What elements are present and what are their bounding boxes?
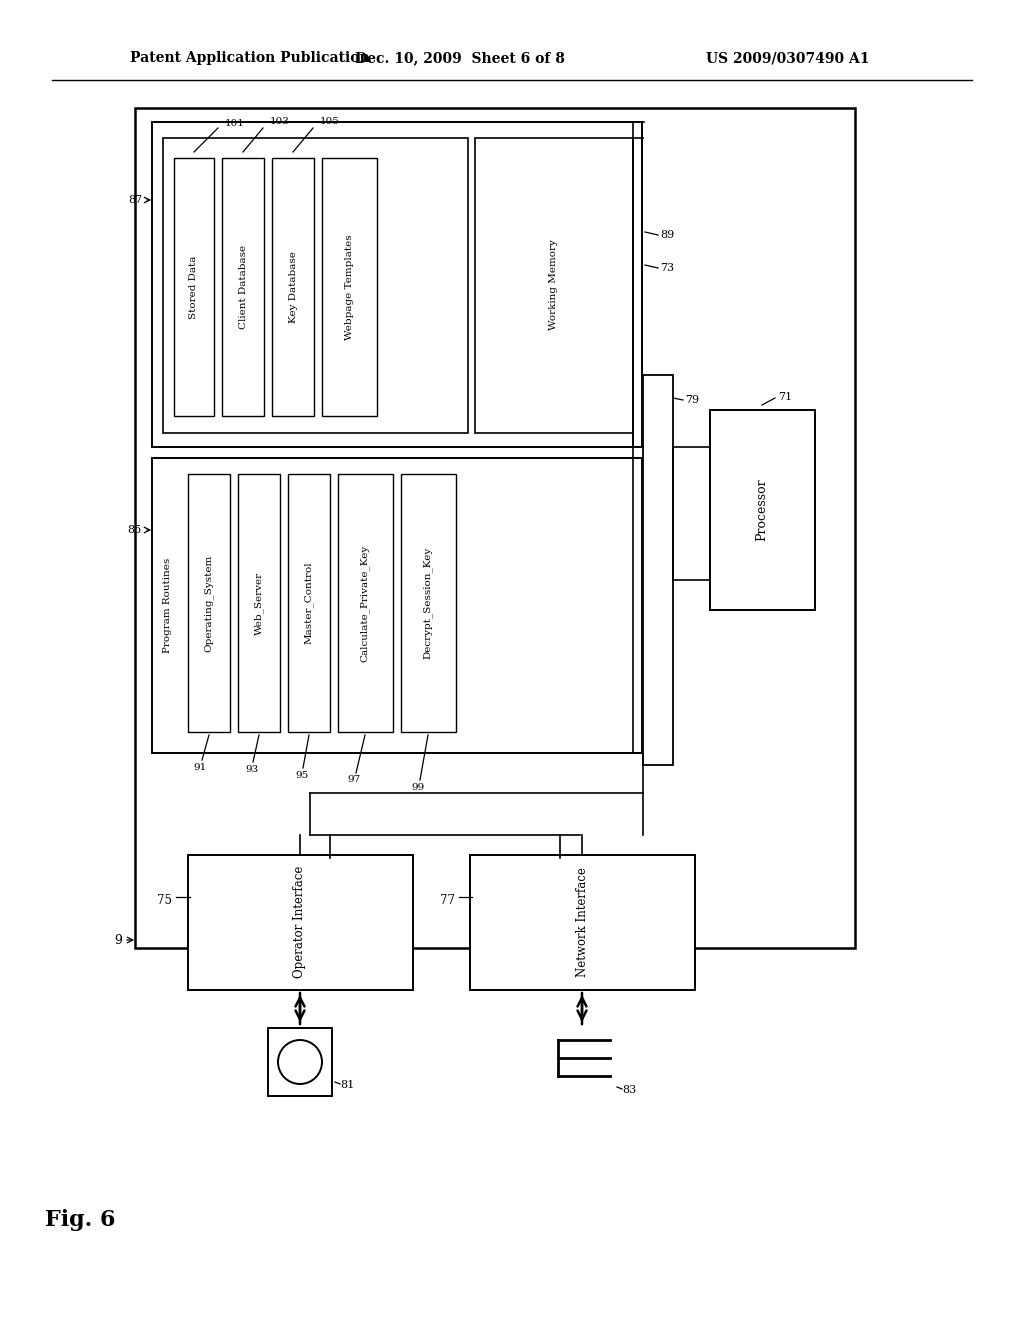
Text: Operating_System: Operating_System xyxy=(204,554,214,652)
Text: Web_Server: Web_Server xyxy=(254,572,264,635)
Text: 83: 83 xyxy=(622,1085,636,1096)
Bar xyxy=(238,474,280,733)
Text: Processor: Processor xyxy=(756,479,768,541)
Text: 73: 73 xyxy=(660,263,674,273)
Bar xyxy=(268,1028,332,1096)
Bar xyxy=(188,474,230,733)
Bar xyxy=(643,375,673,766)
Text: 105: 105 xyxy=(319,116,340,125)
Text: 79: 79 xyxy=(685,395,699,405)
Bar xyxy=(288,474,330,733)
Text: 93: 93 xyxy=(246,764,259,774)
Text: Stored Data: Stored Data xyxy=(189,255,199,318)
Bar xyxy=(135,108,855,948)
Bar xyxy=(710,411,815,610)
Text: Key Database: Key Database xyxy=(289,251,298,323)
Text: Program Routines: Program Routines xyxy=(164,557,172,652)
Text: 97: 97 xyxy=(347,776,360,784)
Text: 81: 81 xyxy=(340,1080,354,1090)
Bar xyxy=(222,158,264,416)
Text: Webpage Templates: Webpage Templates xyxy=(344,234,353,339)
Bar xyxy=(470,855,695,990)
Bar xyxy=(163,139,468,433)
Text: 89: 89 xyxy=(660,230,674,240)
Text: 71: 71 xyxy=(778,392,793,403)
Bar xyxy=(152,121,642,447)
Text: Decrypt_Session_Key: Decrypt_Session_Key xyxy=(423,546,433,659)
Bar xyxy=(272,158,314,416)
Text: 99: 99 xyxy=(412,783,425,792)
Text: Operator Interface: Operator Interface xyxy=(294,866,306,978)
Text: 77: 77 xyxy=(440,894,455,907)
Bar xyxy=(322,158,377,416)
Text: Master_Control: Master_Control xyxy=(304,562,313,644)
Bar xyxy=(188,855,413,990)
Text: Working Memory: Working Memory xyxy=(550,239,558,330)
Text: Network Interface: Network Interface xyxy=(575,867,589,977)
Text: 95: 95 xyxy=(295,771,308,780)
Bar xyxy=(152,458,642,752)
Text: Fig. 6: Fig. 6 xyxy=(45,1209,116,1232)
Text: 103: 103 xyxy=(270,117,290,127)
Text: 85: 85 xyxy=(128,525,142,535)
Text: Calculate_Private_Key: Calculate_Private_Key xyxy=(360,544,370,661)
Text: 101: 101 xyxy=(225,119,245,128)
Bar xyxy=(475,139,633,433)
Text: US 2009/0307490 A1: US 2009/0307490 A1 xyxy=(707,51,870,65)
Text: 87: 87 xyxy=(128,195,142,205)
Text: 9: 9 xyxy=(114,933,122,946)
Text: 91: 91 xyxy=(194,763,207,771)
Bar xyxy=(338,474,393,733)
Bar xyxy=(401,474,456,733)
Text: Dec. 10, 2009  Sheet 6 of 8: Dec. 10, 2009 Sheet 6 of 8 xyxy=(355,51,565,65)
Text: Client Database: Client Database xyxy=(239,246,248,329)
Bar xyxy=(174,158,214,416)
Text: Patent Application Publication: Patent Application Publication xyxy=(130,51,370,65)
Text: 75: 75 xyxy=(157,894,172,907)
